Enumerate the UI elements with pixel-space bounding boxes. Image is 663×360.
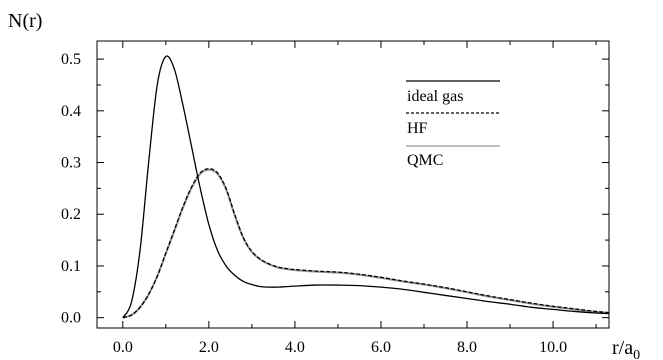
axis-ticks: 0.0 2.0 4.0 6.0 8.0 10.0 0.0 0.1 0.2 0.3 0.4 0.5 — [61, 41, 609, 356]
legend-label-qmc: QMC — [407, 152, 443, 169]
legend: ideal gas HF QMC — [406, 80, 500, 169]
series-layer — [122, 55, 610, 319]
legend-label-hf: HF — [407, 120, 428, 137]
legend-label-ideal-gas: ideal gas — [407, 88, 463, 105]
series-line-hf — [122, 168, 610, 319]
x-tick-label: 4.0 — [285, 339, 305, 356]
plot-frame — [96, 40, 610, 329]
x-tick-label: 8.0 — [457, 339, 477, 356]
y-tick-label: 0.1 — [61, 258, 81, 275]
x-axis-title-subscript: 0 — [633, 348, 640, 360]
series-line-qmc — [122, 168, 610, 319]
y-tick-label: 0.2 — [61, 206, 81, 223]
series-line-ideal-gas — [122, 55, 610, 319]
y-tick-label: 0.5 — [61, 51, 81, 68]
y-tick-label: 0.3 — [61, 155, 81, 172]
y-axis-title: N(r) — [8, 10, 42, 32]
x-axis-title: r/a0 — [612, 337, 640, 360]
x-tick-label: 0.0 — [113, 339, 133, 356]
x-tick-label: 2.0 — [199, 339, 219, 356]
y-tick-label: 0.0 — [61, 310, 81, 327]
x-tick-label: 10.0 — [539, 339, 567, 356]
x-axis-title-main: r/a — [612, 337, 633, 359]
x-tick-label: 6.0 — [371, 339, 391, 356]
y-tick-label: 0.4 — [61, 103, 81, 120]
